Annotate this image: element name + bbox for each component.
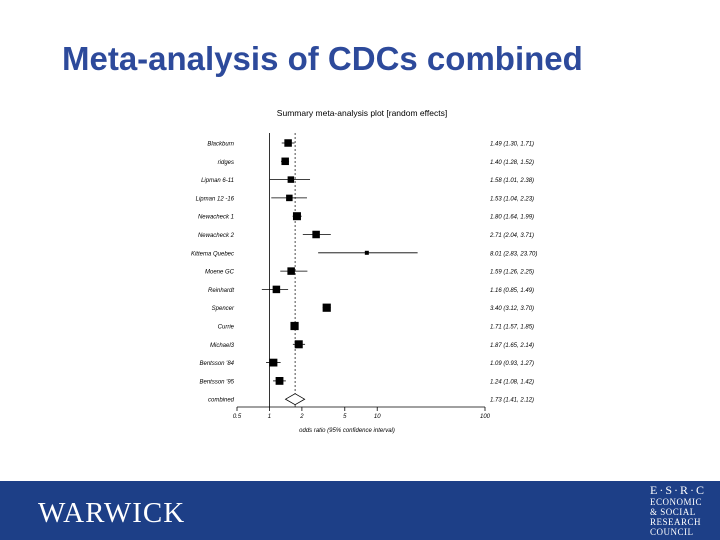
- combined-label: combined: [208, 398, 235, 404]
- study-label: Newacheck 1: [198, 215, 234, 221]
- study-label: Spencer: [212, 306, 235, 312]
- study-value-label: 1.87 (1.65, 2.14): [490, 343, 534, 349]
- study-value-label: 1.16 (0.85, 1.49): [490, 288, 534, 294]
- study-marker: [287, 267, 295, 275]
- study-marker: [364, 250, 369, 255]
- study-label: Currie: [218, 325, 235, 331]
- x-tick-label: 5: [343, 414, 347, 420]
- study-label: Kittema Quebec: [191, 251, 234, 257]
- study-label: Lipman 6-11: [201, 178, 234, 184]
- study-marker: [287, 176, 295, 183]
- study-label: Bentsson '95: [199, 379, 234, 385]
- study-label: ridges: [218, 160, 234, 166]
- forest-plot: Summary meta-analysis plot [random effec…: [191, 108, 537, 434]
- esrc-logo-line: COUNCIL: [650, 527, 694, 537]
- study-value-label: 1.58 (1.01, 2.38): [490, 178, 534, 184]
- study-marker: [294, 340, 303, 349]
- study-marker: [269, 358, 278, 367]
- x-tick-label: 2: [299, 414, 304, 420]
- esrc-logo-line: E·S·R·C: [650, 483, 706, 497]
- combined-value-label: 1.73 (1.41, 2.12): [490, 398, 534, 404]
- study-label: Reinhardt: [208, 288, 234, 294]
- study-value-label: 8.01 (2.83, 23.70): [490, 251, 537, 257]
- study-value-label: 1.09 (0.93, 1.27): [490, 361, 534, 367]
- study-marker: [281, 157, 289, 166]
- study-value-label: 1.24 (1.08, 1.42): [490, 379, 534, 385]
- study-value-label: 1.49 (1.30, 1.71): [490, 142, 534, 148]
- study-label: Bentsson '84: [199, 361, 234, 367]
- esrc-logo: E·S·R·C ECONOMIC & SOCIAL RESEARCH COUNC…: [650, 483, 717, 538]
- study-value-label: 2.71 (2.04, 3.71): [489, 233, 534, 239]
- x-tick-label: 0.5: [233, 414, 242, 420]
- study-value-label: 1.40 (1.28, 1.52): [490, 160, 534, 166]
- study-marker: [284, 139, 292, 147]
- plot-area: Blackburn 1.49 (1.30, 1.71) ridges 1.40 (1.…: [191, 133, 537, 420]
- study-marker: [275, 377, 284, 385]
- x-tick-label: 1: [268, 414, 271, 420]
- x-tick-label: 10: [374, 414, 381, 420]
- x-tick-label: 100: [480, 414, 491, 420]
- study-marker: [290, 321, 299, 331]
- study-value-label: 1.59 (1.26, 2.25): [490, 270, 534, 276]
- study-marker: [286, 194, 293, 202]
- study-marker: [272, 285, 281, 294]
- study-value-label: 1.80 (1.64, 1.99): [490, 215, 534, 221]
- study-marker: [312, 230, 320, 239]
- study-label: Newacheck 2: [198, 233, 235, 239]
- esrc-logo-line: RESEARCH: [650, 517, 702, 527]
- study-label: Blackburn: [207, 142, 234, 148]
- study-value-label: 3.40 (3.12, 3.70): [490, 306, 534, 312]
- study-label: Lipman 12 -16: [196, 196, 235, 202]
- study-label: Michael3: [210, 343, 235, 349]
- study-marker: [292, 212, 301, 221]
- study-value-label: 1.71 (1.57, 1.85): [490, 325, 534, 331]
- slide-title: Meta-analysis of CDCs combined: [62, 40, 583, 77]
- x-axis-label: odds ratio (95% confidence interval): [299, 428, 395, 434]
- study-marker: [322, 303, 331, 312]
- chart-title: Summary meta-analysis plot [random effec…: [277, 108, 447, 118]
- esrc-logo-line: ECONOMIC: [650, 497, 703, 507]
- esrc-logo-line: & SOCIAL: [650, 507, 696, 517]
- footer-bar: [0, 481, 720, 540]
- warwick-logo: WARWICK: [38, 497, 186, 529]
- study-value-label: 1.53 (1.04, 2.23): [490, 196, 534, 202]
- combined-diamond: [284, 393, 306, 406]
- study-label: Moene GC: [205, 270, 235, 276]
